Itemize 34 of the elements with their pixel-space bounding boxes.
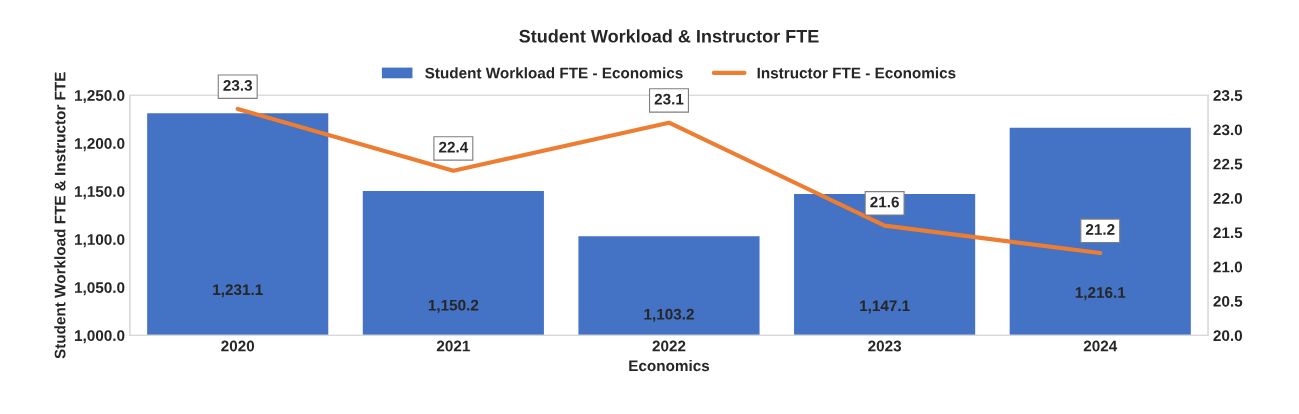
data-label: 22.4 [439, 141, 469, 153]
y2-tick-label: 20.5 [1213, 295, 1243, 307]
chart-title: Student Workload & Instructor FTE [519, 29, 819, 43]
y2-tick-label: 23.5 [1213, 90, 1243, 101]
y2-tick-label: 22.0 [1213, 193, 1243, 204]
x-tick-label: 2024 [1083, 340, 1118, 352]
y-tick-label: 1,100.0 [75, 234, 125, 248]
data-label: 21.2 [1085, 224, 1115, 235]
y2-tick-label: 20.0 [1213, 330, 1243, 342]
x-tick-label: 2022 [652, 340, 686, 352]
x-tick-label: 2020 [221, 340, 255, 352]
legend-label: Student Workload FTE - Economics [425, 67, 683, 79]
y-tick-label: 1,150.0 [75, 186, 125, 200]
x-tick-label: 2023 [868, 340, 902, 352]
y2-tick-label: 22.5 [1213, 158, 1243, 170]
x-axis-title: Economics [629, 360, 710, 372]
y-tick-label: 1,250.0 [75, 90, 125, 104]
y2-tick-label: 21.5 [1213, 227, 1243, 239]
y-axis-title: Student Workload FTE & Instructor FTE [54, 72, 66, 359]
x-tick-label: 2021 [436, 340, 470, 352]
y-tick-label: 1,050.0 [75, 282, 125, 296]
data-label: 1,103.2 [644, 308, 694, 322]
data-label: 1,150.2 [428, 299, 479, 313]
data-label: 1,231.1 [213, 284, 263, 298]
y-tick-label: 1,000.0 [75, 330, 125, 344]
data-label: 21.6 [870, 196, 899, 208]
legend-label: Instructor FTE - Economics [757, 67, 956, 79]
y2-tick-label: 21.0 [1213, 261, 1243, 273]
y2-tick-label: 23.0 [1213, 124, 1243, 136]
data-label: 1,216.1 [1075, 287, 1126, 301]
y-tick-label: 1,200.0 [75, 138, 125, 152]
data-label: 1,147.1 [860, 300, 910, 314]
data-label: 23.3 [223, 80, 253, 91]
data-label: 23.1 [654, 93, 684, 105]
